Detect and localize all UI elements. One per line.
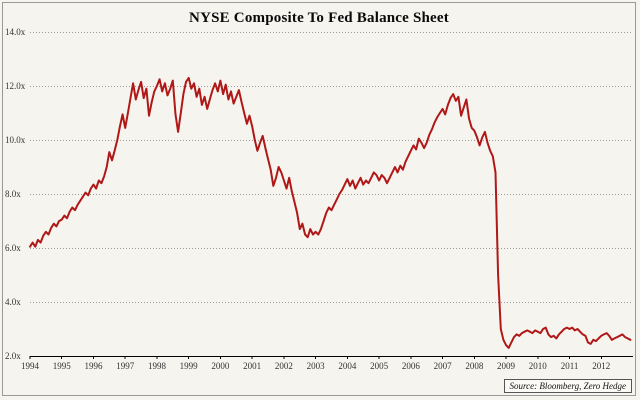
x-tick-label: 2008 xyxy=(465,361,484,371)
y-tick-label: 8.0x xyxy=(5,189,21,199)
y-tick-label: 6.0x xyxy=(5,243,21,253)
x-tick-label: 1998 xyxy=(148,361,167,371)
y-tick-label: 2.0x xyxy=(5,351,21,361)
x-tick-label: 2006 xyxy=(402,361,421,371)
x-tick-label: 2004 xyxy=(338,361,357,371)
y-tick-label: 4.0x xyxy=(5,297,21,307)
source-credit: Source: Bloomberg, Zero Hedge xyxy=(503,379,632,393)
x-tick-label: 2000 xyxy=(211,361,230,371)
x-tick-label: 2003 xyxy=(307,361,326,371)
x-tick-label: 2001 xyxy=(243,361,261,371)
series-line xyxy=(29,76,632,349)
x-tick-label: 1999 xyxy=(180,361,199,371)
y-tick-label: 12.0x xyxy=(5,81,26,91)
x-tick-label: 2005 xyxy=(370,361,389,371)
x-tick-label: 2011 xyxy=(561,361,579,371)
x-tick-label: 2009 xyxy=(497,361,516,371)
chart-title: NYSE Composite To Fed Balance Sheet xyxy=(189,10,449,26)
x-tick-label: 2007 xyxy=(434,361,453,371)
x-tick-label: 1997 xyxy=(116,361,135,371)
x-tick-label: 1995 xyxy=(53,361,72,371)
y-tick-label: 14.0x xyxy=(5,27,26,37)
y-tick-label: 10.0x xyxy=(5,135,26,145)
x-tick-label: 2012 xyxy=(592,361,610,371)
x-tick-label: 2010 xyxy=(529,361,548,371)
x-tick-label: 1994 xyxy=(21,361,40,371)
x-tick-label: 2002 xyxy=(275,361,293,371)
chart-container: NYSE Composite To Fed Balance Sheet xyxy=(2,2,636,396)
x-tick-label: 1996 xyxy=(84,361,103,371)
